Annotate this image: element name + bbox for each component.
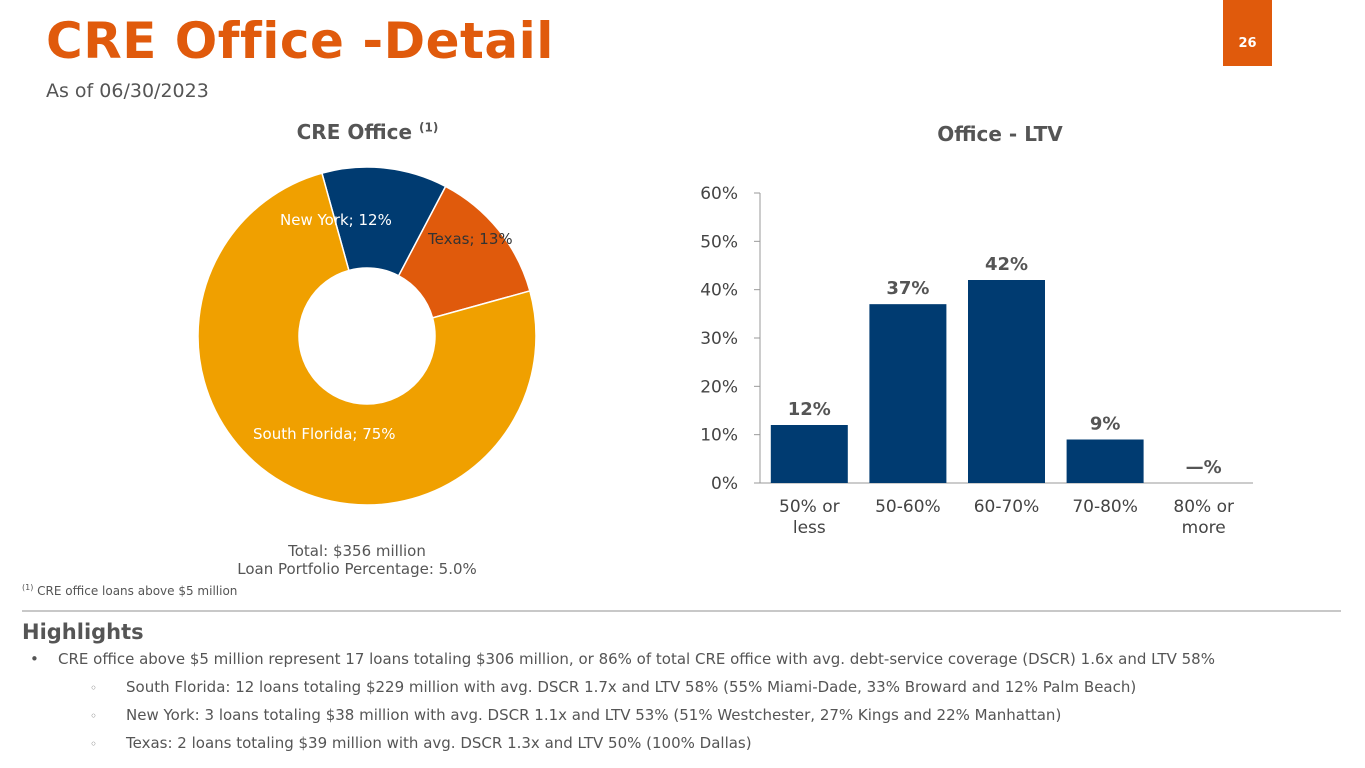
- bar-data-label: 42%: [985, 254, 1028, 275]
- page-number: 26: [1223, 0, 1272, 66]
- highlights-title: Highlights: [22, 620, 144, 644]
- footnote-text: CRE office loans above $5 million: [37, 584, 238, 598]
- bullet-circle-icon: ◦: [90, 709, 98, 723]
- x-tick-label: less: [793, 518, 826, 538]
- highlight-sub-text: Texas: 2 loans totaling $39 million with…: [126, 734, 752, 752]
- donut-chart: New York; 12% Texas; 13% South Florida; 75…: [180, 150, 560, 520]
- bar-data-label: —%: [1186, 457, 1222, 478]
- x-tick-label: 80% or: [1173, 497, 1234, 517]
- footnote-marker: (1): [22, 583, 34, 592]
- total-amount: Total: $356 million: [288, 542, 426, 560]
- donut-label-texas: Texas; 13%: [427, 230, 513, 248]
- highlight-main-text: CRE office above $5 million represent 17…: [58, 650, 1215, 668]
- highlight-sub-text: South Florida: 12 loans totaling $229 mi…: [126, 678, 1137, 696]
- highlight-sub-bullet: ◦ New York: 3 loans totaling $38 million …: [90, 706, 1061, 724]
- donut-chart-title-superscript: (1): [419, 120, 439, 135]
- bar-chart-title-text: Office - LTV: [937, 122, 1063, 146]
- y-tick-label: 20%: [700, 377, 738, 397]
- y-tick-label: 0%: [711, 474, 738, 494]
- x-tick-label: 60-70%: [974, 497, 1040, 517]
- bullet-circle-icon: ◦: [90, 737, 98, 751]
- bar: [1066, 439, 1144, 483]
- highlight-sub-bullet: ◦ South Florida: 12 loans totaling $229 m…: [90, 678, 1136, 696]
- bar-data-label: 37%: [886, 278, 929, 299]
- highlight-main-bullet: • CRE office above $5 million represent 1…: [30, 650, 1215, 668]
- y-tick-label: 50%: [700, 232, 738, 252]
- bar-data-label: 12%: [788, 399, 831, 420]
- highlight-sub-bullet: ◦ Texas: 2 loans totaling $39 million wit…: [90, 734, 752, 752]
- bar-data-label: 9%: [1090, 414, 1121, 435]
- y-tick-label: 10%: [700, 426, 738, 446]
- bar: [770, 425, 848, 483]
- donut-chart-title: CRE Office (1): [260, 120, 475, 144]
- page-title: CRE Office -Detail: [46, 12, 554, 70]
- x-tick-label: 70-80%: [1072, 497, 1138, 517]
- donut-totals: Total: $356 million Loan Portfolio Perce…: [200, 542, 514, 578]
- footnote: (1) CRE office loans above $5 million: [22, 583, 237, 598]
- divider: [22, 610, 1341, 612]
- y-tick-label: 60%: [700, 184, 738, 204]
- bullet-circle-icon: ◦: [90, 681, 98, 695]
- bar-chart-title: Office - LTV: [880, 122, 1120, 146]
- donut-chart-title-text: CRE Office: [296, 120, 413, 144]
- bullet-dot-icon: •: [30, 650, 39, 668]
- x-tick-label: 50% or: [779, 497, 840, 517]
- as-of-date: As of 06/30/2023: [46, 80, 209, 102]
- x-tick-label: more: [1182, 518, 1226, 538]
- y-tick-label: 40%: [700, 281, 738, 301]
- portfolio-percentage: Loan Portfolio Percentage: 5.0%: [237, 560, 477, 578]
- x-tick-label: 50-60%: [875, 497, 941, 517]
- donut-chart-svg: New York; 12% Texas; 13% South Florida; 75…: [197, 166, 537, 506]
- donut-slice-south-florida: [197, 172, 537, 506]
- donut-label-south-florida: South Florida; 75%: [253, 425, 396, 443]
- highlight-sub-text: New York: 3 loans totaling $38 million w…: [126, 706, 1062, 724]
- y-tick-label: 30%: [700, 329, 738, 349]
- bar: [869, 304, 947, 483]
- donut-label-new-york: New York; 12%: [280, 211, 392, 229]
- bar: [968, 280, 1045, 483]
- bar-chart: 0% 10% 20% 30% 40% 50% 60% 12% 50% or less 37% 50-6…: [680, 170, 1280, 550]
